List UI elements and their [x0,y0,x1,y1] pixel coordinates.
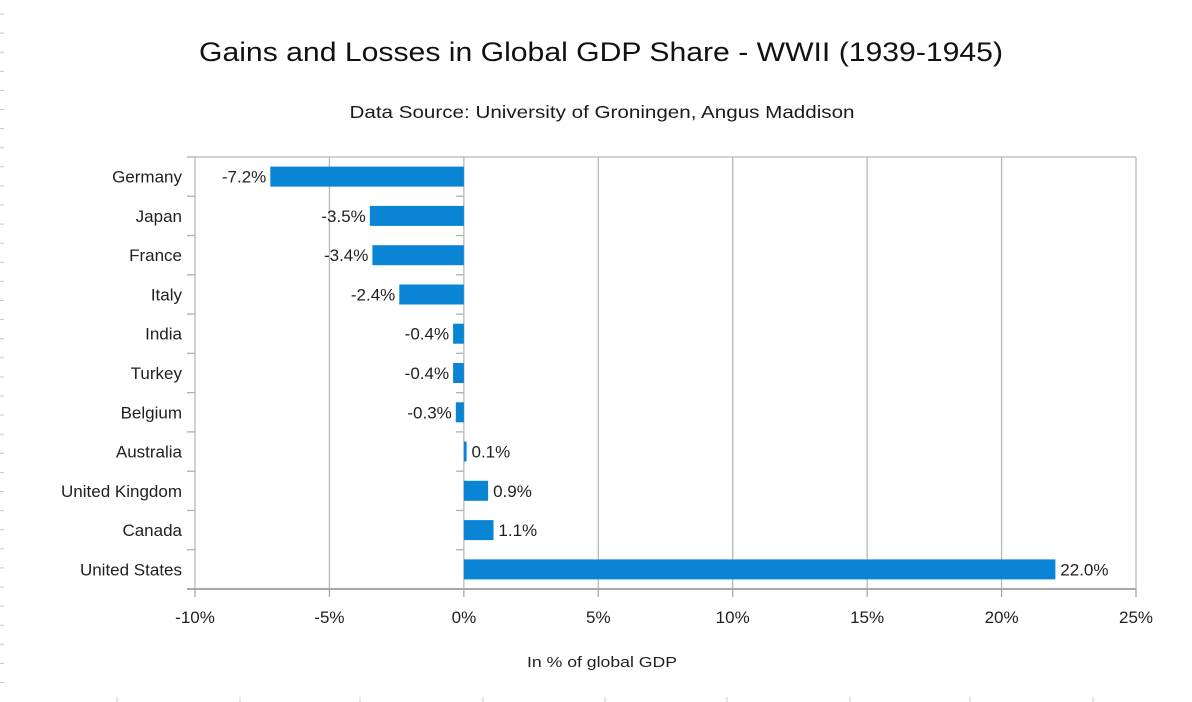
category-label: Italy [151,286,183,305]
value-label: -0.4% [405,364,449,383]
value-labels: -7.2% -3.5% -3.4% -2.4% -0.4% -0.4% -0.3% 0.1% 0… [222,168,1109,580]
category-label: France [129,246,182,265]
x-tick-label: 25% [1119,608,1153,627]
bar-united-kingdom [463,480,489,501]
category-axis-ticks [187,156,464,590]
bar-italy [399,284,464,305]
value-label: 1.1% [498,521,537,540]
value-label: -3.5% [321,207,365,226]
category-label: United States [80,560,182,579]
value-label: -3.4% [324,246,368,265]
x-tick-label: 15% [850,608,884,627]
bar-india [453,323,464,344]
chart-subtitle: Data Source: University of Groningen, An… [350,102,855,122]
bar-turkey [453,363,464,383]
category-label: United Kingdom [61,482,182,501]
x-tick-label: -10% [175,608,215,627]
value-label: -2.4% [351,286,395,305]
bar-united-states [463,559,1056,580]
value-label: 22.0% [1060,560,1108,579]
bar-france [372,245,464,266]
category-label: India [145,325,182,344]
bar-germany [270,166,464,187]
value-label: 0.1% [472,443,511,462]
spreadsheet-cell-marks [0,13,1094,702]
category-label: Japan [136,207,182,226]
x-tick-label: 5% [586,608,611,627]
category-labels: Germany Japan France Italy India Turkey Belgiu… [61,168,183,580]
chart-title: Gains and Losses in Global GDP Share - W… [199,37,1003,67]
category-label: Belgium [121,403,182,422]
bar-australia [463,441,467,462]
value-label: -0.4% [405,325,449,344]
bars [270,166,1056,580]
x-tick-label: 20% [985,608,1019,627]
bar-canada [463,520,494,541]
x-tick-label: 10% [716,608,750,627]
x-tick-labels: -10% -5% 0% 5% 10% 15% 20% 25% [175,608,1153,627]
x-axis [187,588,1137,597]
bar-belgium [455,402,464,423]
category-label: Turkey [131,364,183,383]
value-label: -0.3% [407,403,451,422]
value-label: -7.2% [222,168,266,187]
x-tick-label: -5% [314,608,344,627]
category-label: Australia [116,443,183,462]
value-label: 0.9% [493,482,532,501]
category-label: Germany [112,168,182,187]
category-label: Canada [122,521,182,540]
x-axis-title: In % of global GDP [527,654,677,671]
bar-japan [369,205,464,226]
x-tick-label: 0% [452,608,477,627]
